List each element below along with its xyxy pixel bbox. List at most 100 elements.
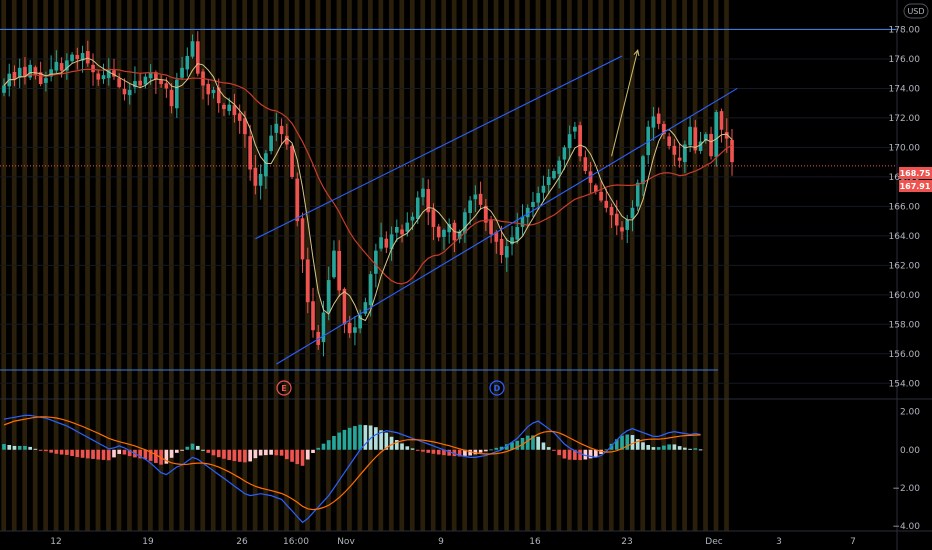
candle-body xyxy=(148,72,153,79)
macd-histogram-bar xyxy=(106,449,111,461)
macd-histogram-bar xyxy=(510,442,514,450)
candle-body xyxy=(122,88,127,95)
price-tick-label: 174.00 xyxy=(889,84,921,94)
candle-body xyxy=(117,78,122,87)
macd-histogram-bar xyxy=(525,435,530,450)
trend-channel[interactable] xyxy=(255,49,738,365)
candle-body xyxy=(232,105,237,115)
earnings-marker-label: E xyxy=(281,384,286,393)
macd-histogram-bar xyxy=(274,449,279,456)
macd-histogram-bar xyxy=(552,449,556,451)
macd-histogram-bar xyxy=(316,447,321,450)
macd-histogram-bar xyxy=(216,449,221,458)
candle-body xyxy=(719,111,724,130)
macd-histogram-bar xyxy=(326,440,331,450)
macd-histogram-bar xyxy=(332,436,336,450)
projection-arrow[interactable] xyxy=(611,49,639,157)
candle-body xyxy=(358,315,362,329)
macd-histogram-bar xyxy=(536,436,541,450)
macd-histogram-bar xyxy=(415,449,420,451)
candle-body xyxy=(222,104,226,110)
candle-body xyxy=(227,104,232,111)
candle-body xyxy=(662,123,666,135)
ma-price-badge: 167.91 xyxy=(899,180,932,192)
macd-histogram-bar xyxy=(672,444,677,450)
candle-body xyxy=(75,55,80,59)
macd-line xyxy=(3,414,701,524)
candle-body xyxy=(614,213,619,226)
macd-histogram-bar xyxy=(431,449,436,454)
macd-histogram-bar xyxy=(75,449,80,458)
price-tick-label: 178.00 xyxy=(889,25,921,35)
macd-histogram-bar xyxy=(641,442,645,450)
candle-body xyxy=(599,191,603,201)
candle-body xyxy=(321,312,326,343)
candle-body xyxy=(175,79,179,109)
macd-histogram-bar xyxy=(185,446,190,450)
candle-body xyxy=(693,127,698,151)
candle-body xyxy=(368,274,373,306)
candle-body xyxy=(243,118,247,135)
macd-histogram-bar xyxy=(531,435,535,450)
candle-body xyxy=(468,200,472,214)
macd-histogram-bar xyxy=(143,449,148,460)
candle-body xyxy=(133,81,137,88)
horizontal-levels[interactable] xyxy=(0,28,897,371)
time-tick-label: 3 xyxy=(776,537,782,547)
candle-body xyxy=(127,89,132,96)
macd-histogram-bar xyxy=(473,449,478,455)
macd-histogram-bar xyxy=(347,427,352,450)
candle-body xyxy=(311,301,315,331)
candle-body xyxy=(489,219,493,235)
macd-histogram-bar xyxy=(164,449,169,464)
candle-body xyxy=(400,229,404,235)
channel-upper-line[interactable] xyxy=(255,55,623,240)
time-axis[interactable]: 12 19 26 16:00 Nov 9 16 23 Dec 3 7 xyxy=(50,537,856,547)
dividend-marker[interactable]: D xyxy=(489,380,505,396)
candle-body xyxy=(541,185,546,193)
macd-histogram-bar xyxy=(688,448,692,450)
candle-body xyxy=(290,145,294,177)
candle-body xyxy=(536,193,541,203)
macd-histogram-bar xyxy=(389,436,394,450)
time-tick-label: 23 xyxy=(621,537,632,547)
macd-histogram-bar xyxy=(23,445,27,450)
price-tick-label: 160.00 xyxy=(889,291,921,301)
price-axis[interactable]: 178.00176.00174.00172.00170.00168.00166.… xyxy=(889,25,921,389)
macd-histogram-bar xyxy=(258,449,263,456)
channel-lower-line[interactable] xyxy=(276,87,738,365)
macd-histogram-bar xyxy=(290,449,294,462)
candle-body xyxy=(588,171,593,183)
candle-body xyxy=(70,54,74,62)
candle-body xyxy=(65,60,69,71)
macd-tick-label: −4.00 xyxy=(892,522,920,532)
macd-axis[interactable]: 2.00 0.00 −2.00 −4.00 xyxy=(892,408,920,533)
earnings-marker[interactable]: E xyxy=(276,380,292,396)
macd-histogram-bar xyxy=(65,449,69,455)
candle-body xyxy=(85,51,90,64)
projection-arrow-head xyxy=(633,49,640,57)
candle-body xyxy=(44,78,48,83)
macd-histogram-bar xyxy=(583,449,588,460)
candle-body xyxy=(59,63,64,71)
currency-badge[interactable]: USD xyxy=(903,3,929,19)
candle-body xyxy=(49,69,53,77)
macd-histogram-bar xyxy=(651,447,656,450)
macd-histogram-bar xyxy=(683,447,687,450)
macd-histogram-bar xyxy=(337,432,342,450)
candle-body xyxy=(698,141,703,151)
macd-histogram-bar xyxy=(138,449,143,459)
macd-histogram-bar xyxy=(436,449,441,455)
macd-histogram-bar xyxy=(442,449,446,456)
candle-body xyxy=(552,170,556,179)
candle-body xyxy=(730,139,734,163)
macd-histogram-bar xyxy=(515,440,520,450)
macd-histogram-bar xyxy=(91,449,95,459)
candle-body xyxy=(604,200,609,208)
candle-body xyxy=(515,227,520,240)
price-tick-label: 158.00 xyxy=(889,320,921,330)
macd-histogram-bar xyxy=(180,449,184,451)
macd-histogram-bar xyxy=(54,449,59,454)
candle-body xyxy=(525,207,530,218)
